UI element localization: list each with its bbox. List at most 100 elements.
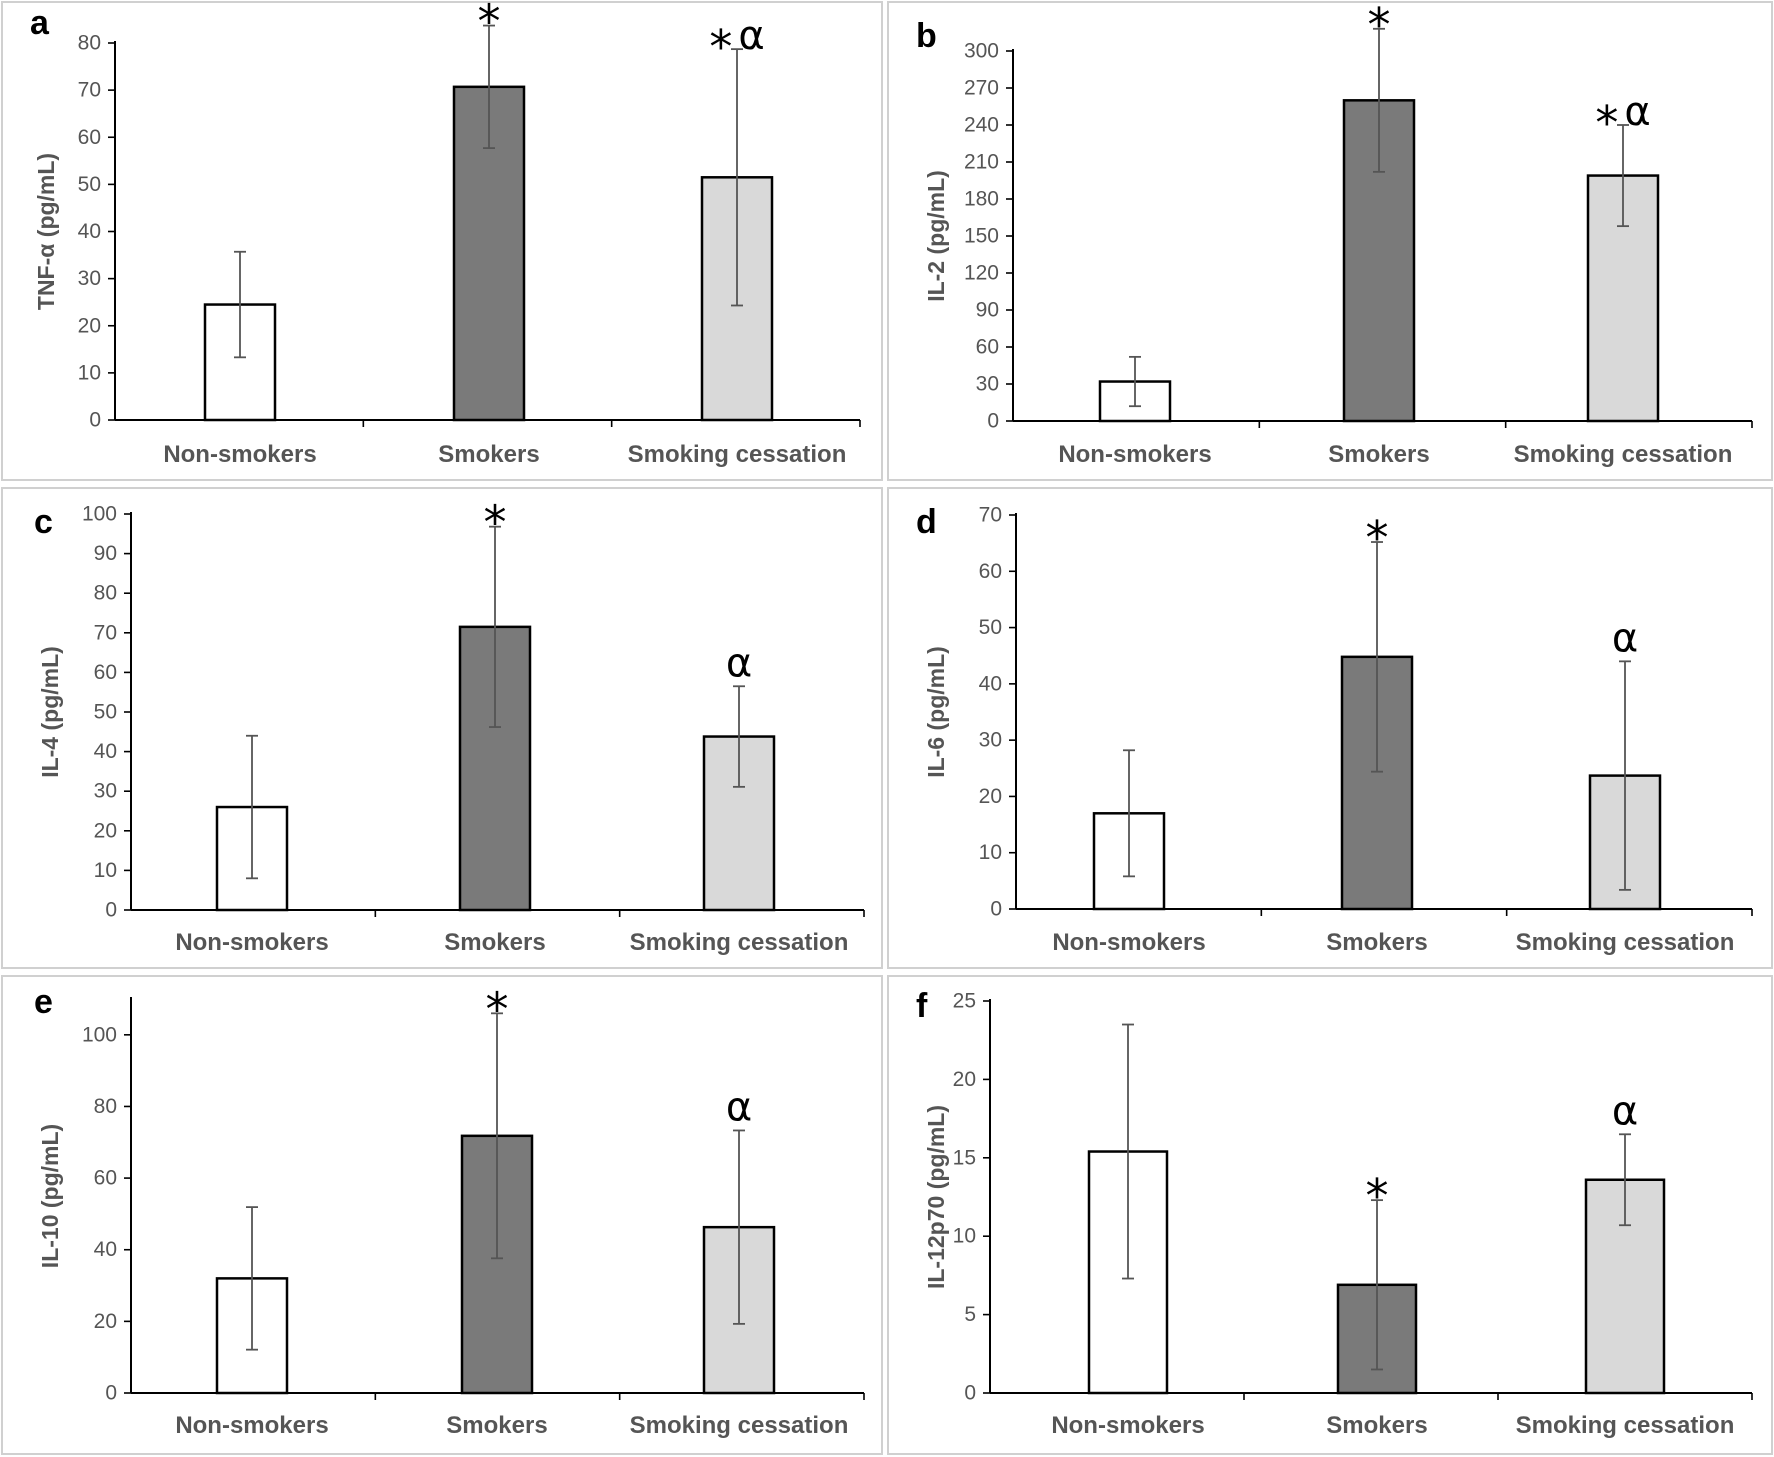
- panel-d: d IL-6 (pg/mL) 0 10 20 30 40 50 60 70 Non-smokers S…: [887, 487, 1773, 969]
- y-tick-label: 270: [964, 77, 999, 100]
- y-tick-label: 80: [94, 1095, 117, 1118]
- y-tick-label: 40: [94, 740, 117, 763]
- x-tick-label-smokers: Smokers: [1328, 441, 1429, 468]
- y-tick-label: 240: [964, 114, 999, 137]
- y-axis-label: IL-6 (pg/mL): [923, 646, 949, 778]
- x-tick-label-non-smokers: Non-smokers: [175, 929, 328, 956]
- significance-marker-smoking-cessation: * α: [709, 13, 764, 74]
- y-tick-label: 90: [94, 542, 117, 565]
- error-bar-non-smokers: [1122, 1023, 1134, 1280]
- y-tick-label: 90: [976, 299, 999, 322]
- x-tick-label-smokers: Smokers: [438, 441, 539, 468]
- significance-marker-smokers: *: [484, 496, 507, 550]
- y-tick-label: 40: [979, 672, 1002, 695]
- significance-marker-smokers: *: [478, 0, 501, 49]
- panel-c: c IL-4 (pg/mL) 0 10 20 30 40 50 60 70 80 90 100 Non-s…: [1, 487, 883, 969]
- significance-marker-smokers: *: [486, 982, 509, 1036]
- y-tick-label: 20: [94, 819, 117, 842]
- y-tick-label: 20: [979, 785, 1002, 808]
- y-tick-label: 25: [953, 990, 976, 1013]
- x-tick-label-non-smokers: Non-smokers: [175, 1412, 328, 1439]
- y-tick-label: 5: [964, 1303, 976, 1326]
- y-tick-label: 0: [964, 1382, 976, 1405]
- x-tick-label-smoking-cessation: Smoking cessation: [1516, 929, 1735, 956]
- error-bar-non-smokers: [1123, 749, 1135, 878]
- y-tick-label: 300: [964, 40, 999, 63]
- y-tick-label: 210: [964, 151, 999, 174]
- error-bar-smoking-cessation: [1617, 124, 1629, 228]
- y-tick-label: 20: [94, 1310, 117, 1333]
- x-tick-label-smoking-cessation: Smoking cessation: [1516, 1412, 1735, 1439]
- y-tick-label: 70: [94, 621, 117, 644]
- y-tick-label: 30: [78, 267, 101, 290]
- error-bar-smoking-cessation: [733, 1129, 745, 1325]
- y-tick-label: 60: [94, 661, 117, 684]
- y-axis-label: IL-2 (pg/mL): [923, 170, 949, 302]
- x-tick-label-smokers: Smokers: [446, 1412, 547, 1439]
- significance-marker-smokers: *: [1368, 0, 1391, 52]
- y-tick-label: 40: [94, 1238, 117, 1261]
- x-tick-label-non-smokers: Non-smokers: [1058, 441, 1211, 468]
- y-tick-label: 20: [953, 1068, 976, 1091]
- y-tick-label: 30: [979, 729, 1002, 752]
- error-bar-smokers: [1373, 27, 1385, 173]
- error-bar-smokers: [491, 1012, 503, 1260]
- error-bar-smokers: [1371, 541, 1383, 773]
- x-tick-label-smokers: Smokers: [1326, 929, 1427, 956]
- panel-letter: c: [34, 503, 53, 541]
- y-tick-label: 100: [82, 503, 117, 526]
- y-tick-label: 0: [987, 410, 999, 433]
- y-tick-label: 0: [990, 898, 1002, 921]
- x-tick-label-non-smokers: Non-smokers: [163, 441, 316, 468]
- y-tick-label: 70: [78, 79, 101, 102]
- y-tick-label: 70: [979, 504, 1002, 527]
- y-tick-label: 50: [979, 616, 1002, 639]
- y-tick-label: 100: [82, 1023, 117, 1046]
- y-axis-label: TNF-α (pg/mL): [33, 153, 59, 310]
- y-tick-label: 50: [94, 701, 117, 724]
- x-tick-label-non-smokers: Non-smokers: [1051, 1412, 1204, 1439]
- y-tick-label: 150: [964, 225, 999, 248]
- y-axis-label: IL-12p70 (pg/mL): [923, 1105, 949, 1289]
- panel-letter: a: [30, 4, 50, 42]
- x-tick-label-smoking-cessation: Smoking cessation: [630, 1412, 849, 1439]
- y-tick-label: 0: [89, 409, 101, 432]
- error-bar-non-smokers: [246, 1206, 258, 1351]
- x-tick-label-smoking-cessation: Smoking cessation: [1514, 441, 1733, 468]
- y-tick-label: 50: [78, 173, 101, 196]
- x-tick-label-non-smokers: Non-smokers: [1052, 929, 1205, 956]
- y-axis-label: IL-4 (pg/mL): [37, 646, 63, 778]
- y-tick-label: 40: [78, 220, 101, 243]
- error-bar-smoking-cessation: [1619, 1133, 1631, 1227]
- significance-marker-smokers: *: [1366, 1169, 1389, 1223]
- significance-marker-smokers: *: [1366, 511, 1389, 565]
- x-tick-label-smokers: Smokers: [1326, 1412, 1427, 1439]
- error-bar-non-smokers: [234, 250, 246, 359]
- y-tick-label: 60: [94, 1167, 117, 1190]
- x-tick-label-smoking-cessation: Smoking cessation: [628, 441, 847, 468]
- y-tick-label: 60: [976, 336, 999, 359]
- y-tick-label: 60: [78, 126, 101, 149]
- panel-b: b IL-2 (pg/mL) 0 30 60 90 120 150 180 210 240 270 30…: [887, 0, 1773, 481]
- y-tick-label: 0: [105, 1382, 117, 1405]
- panel-letter: e: [34, 983, 53, 1021]
- y-tick-label: 15: [953, 1146, 976, 1169]
- y-tick-label: 10: [979, 841, 1002, 864]
- error-bar-smoking-cessation: [733, 685, 745, 788]
- panel-letter: f: [916, 987, 928, 1025]
- y-tick-label: 30: [976, 373, 999, 396]
- x-tick-label-smokers: Smokers: [444, 929, 545, 956]
- y-tick-label: 80: [94, 582, 117, 605]
- error-bar-smoking-cessation: [1619, 660, 1631, 891]
- y-tick-label: 80: [78, 32, 101, 55]
- panel-a: a TNF-α (pg/mL) 0 10 20 30 40 50 60 70 80 Non-smoke…: [1, 0, 883, 481]
- error-bar-smokers: [483, 24, 495, 149]
- x-tick-label-smoking-cessation: Smoking cessation: [630, 929, 849, 956]
- significance-marker-smoking-cessation: α: [726, 640, 752, 686]
- error-bar-smoking-cessation: [731, 48, 743, 307]
- y-axis-label: IL-10 (pg/mL): [37, 1124, 63, 1268]
- y-tick-label: 180: [964, 188, 999, 211]
- panel-letter: d: [916, 503, 937, 541]
- error-bar-non-smokers: [246, 734, 258, 880]
